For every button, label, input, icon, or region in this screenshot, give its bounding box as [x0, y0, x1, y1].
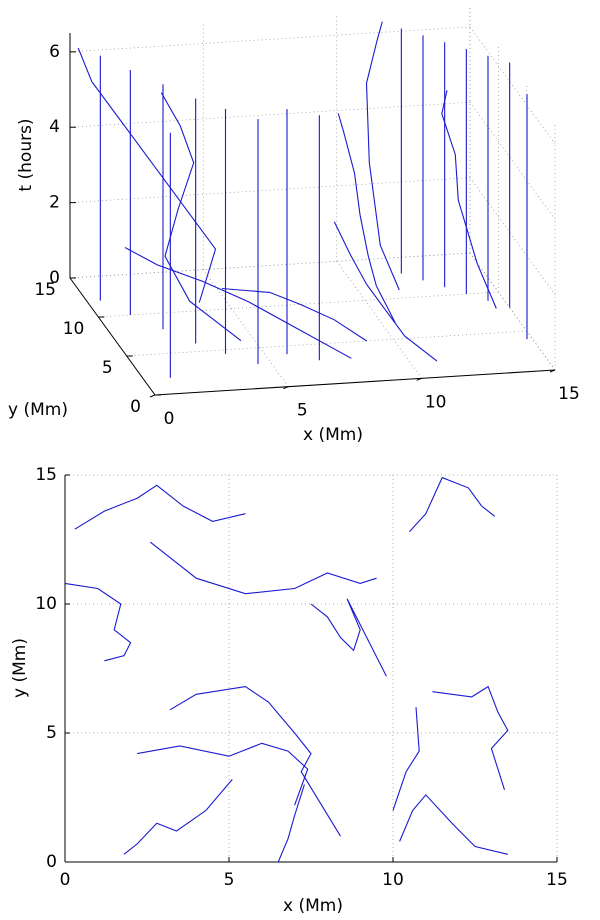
grid-line	[469, 26, 556, 145]
grid-line	[469, 177, 556, 295]
y-tick-label: 10	[63, 319, 85, 339]
trajectory	[64, 582, 132, 662]
trajectory	[77, 47, 217, 303]
trajectory	[160, 92, 242, 342]
trajectory	[169, 686, 341, 837]
z-tick-label: 0	[49, 268, 60, 288]
x-tick-label: 0	[164, 409, 175, 429]
trajectory	[365, 21, 400, 291]
x-tick-label: 10	[425, 392, 447, 412]
trajectory	[392, 707, 420, 811]
trajectory	[441, 90, 497, 309]
y-tick-label: 15	[34, 280, 56, 300]
grid-line	[69, 177, 471, 204]
y-tick-label: 15	[35, 465, 57, 485]
tick-mark	[283, 386, 289, 390]
tick-mark	[149, 394, 156, 398]
y-tick-label: 10	[35, 594, 57, 614]
tick-mark	[549, 369, 556, 373]
x-tick-label: 5	[297, 401, 308, 421]
t-axis-label: t (hours)	[16, 118, 36, 191]
grid-line	[98, 291, 499, 318]
trajectory	[124, 247, 352, 359]
trajectory	[333, 221, 438, 362]
z-tick-label: 6	[49, 42, 60, 62]
grid-line	[469, 252, 556, 371]
z-tick-label: 4	[49, 117, 60, 137]
tick-mark	[416, 377, 422, 381]
trajectory	[399, 794, 508, 855]
z-tick-label: 2	[49, 193, 60, 213]
trajectory	[337, 113, 396, 324]
x-axis-label: x (Mm)	[283, 896, 343, 916]
grid-line	[203, 269, 289, 387]
grid-line	[126, 330, 527, 357]
y-axis	[69, 277, 156, 396]
x-axis-label: x (Mm)	[303, 425, 363, 445]
y-tick-label: 5	[46, 723, 57, 743]
grid-line	[69, 252, 471, 279]
trajectory	[408, 476, 496, 533]
y-axis-label: y (Mm)	[10, 638, 30, 698]
x-tick-label: 0	[60, 870, 71, 890]
trajectory	[137, 742, 309, 806]
trajectory	[310, 598, 387, 677]
trajectory	[149, 541, 377, 595]
x-tick-label: 10	[382, 870, 404, 890]
trajectory	[277, 784, 305, 863]
y-axis-label: y (Mm)	[8, 400, 68, 420]
grid-line	[469, 101, 556, 220]
grid-line	[69, 101, 471, 128]
y-tick-label: 0	[46, 852, 57, 872]
x-tick-label: 15	[546, 870, 568, 890]
x-axis	[154, 369, 556, 396]
y-tick-label: 5	[102, 358, 113, 378]
grid-line	[69, 26, 471, 53]
trajectory	[432, 685, 509, 790]
trajectory	[74, 484, 246, 530]
x-tick-label: 5	[224, 870, 235, 890]
trajectory	[123, 779, 233, 855]
x-tick-label: 15	[558, 384, 580, 404]
grid-line	[336, 261, 422, 379]
y-tick-label: 0	[130, 397, 141, 417]
trajectory	[221, 287, 368, 342]
